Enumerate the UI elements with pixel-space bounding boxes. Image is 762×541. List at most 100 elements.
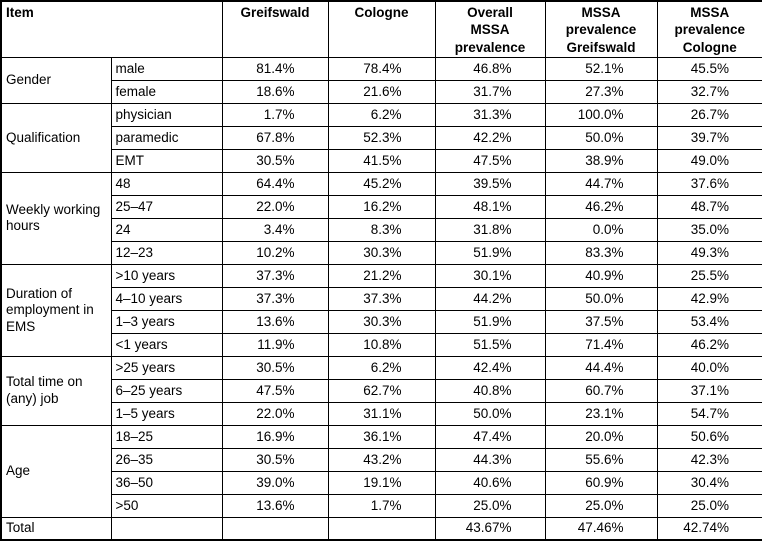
- value-cell: 46.8%: [434, 56, 546, 81]
- value-cell: 10.8%: [327, 332, 436, 357]
- value-cell: 47.4%: [434, 424, 546, 449]
- table-row: <1 years 11.9% 10.8% 51.5% 71.4% 46.2%: [1, 332, 762, 357]
- value-cell: 25.0%: [434, 493, 546, 518]
- value-cell: 1.7%: [327, 493, 436, 518]
- table-row: 26–35 30.5% 43.2% 44.3% 55.6% 42.3%: [1, 447, 762, 472]
- value-cell: 81.4%: [221, 56, 329, 81]
- table-row: 25–47 22.0% 16.2% 48.1% 46.2% 48.7%: [1, 194, 762, 219]
- table-row: 36–50 39.0% 19.1% 40.6% 60.9% 30.4%: [1, 470, 762, 495]
- value-cell: 42.4%: [434, 355, 546, 380]
- value-cell: 40.0%: [656, 355, 762, 380]
- value-cell: 50.0%: [434, 401, 546, 426]
- value-cell: 32.7%: [656, 79, 762, 104]
- value-cell: 11.9%: [221, 332, 329, 357]
- table-row: Qualification physician 1.7% 6.2% 31.3% 100.0…: [0, 102, 762, 173]
- total-row: Total 43.67% 47.46% 42.74%: [0, 516, 762, 541]
- value-cell: 37.3%: [327, 286, 436, 311]
- value-cell: 52.3%: [327, 125, 436, 150]
- table-row: 4–10 years 37.3% 37.3% 44.2% 50.0% 42.9%: [1, 286, 762, 311]
- value-cell: 60.9%: [544, 470, 658, 495]
- sub-label-cell: 18–25: [110, 424, 223, 449]
- sub-label-cell: paramedic: [110, 125, 223, 150]
- value-cell: [327, 516, 436, 541]
- value-cell: 44.3%: [434, 447, 546, 472]
- value-cell: 10.2%: [221, 240, 329, 265]
- sub-label-cell: 4–10 years: [110, 286, 223, 311]
- value-cell: 35.0%: [656, 217, 762, 242]
- value-cell: 31.1%: [327, 401, 436, 426]
- value-cell: 83.3%: [544, 240, 658, 265]
- header-cell-mssa-prevalence-cologne: MSSA prevalence Cologne: [656, 0, 762, 58]
- value-cell: 3.4%: [221, 217, 329, 242]
- group-label-cell: Gender: [0, 56, 112, 104]
- value-cell: 46.2%: [544, 194, 658, 219]
- value-cell: 48.7%: [656, 194, 762, 219]
- value-cell: 30.4%: [656, 470, 762, 495]
- value-cell: 51.9%: [434, 309, 546, 334]
- value-cell: 30.5%: [221, 355, 329, 380]
- sub-label-cell: 1–3 years: [110, 309, 223, 334]
- sub-label-cell: 1–5 years: [110, 401, 223, 426]
- value-cell: 13.6%: [221, 309, 329, 334]
- value-cell: 30.3%: [327, 309, 436, 334]
- value-cell: 26.7%: [656, 102, 762, 127]
- value-cell: 50.6%: [656, 424, 762, 449]
- sub-label-cell: male: [110, 56, 223, 81]
- header-cell-cologne: Cologne: [327, 0, 436, 58]
- sub-label-cell: 24: [110, 217, 223, 242]
- value-cell: 13.6%: [221, 493, 329, 518]
- value-cell: 44.2%: [434, 286, 546, 311]
- value-cell: 37.5%: [544, 309, 658, 334]
- header-cell-item: Item: [0, 0, 223, 58]
- value-cell: 50.0%: [544, 125, 658, 150]
- value-cell: 62.7%: [327, 378, 436, 403]
- value-cell: 51.9%: [434, 240, 546, 265]
- value-cell: 52.1%: [544, 56, 658, 81]
- value-cell: 60.7%: [544, 378, 658, 403]
- value-cell: 40.9%: [544, 263, 658, 288]
- value-cell: 54.7%: [656, 401, 762, 426]
- value-cell: 49.3%: [656, 240, 762, 265]
- value-cell: 25.0%: [544, 493, 658, 518]
- sub-label-cell: >10 years: [110, 263, 223, 288]
- value-cell: 48.1%: [434, 194, 546, 219]
- value-cell: 21.6%: [327, 79, 436, 104]
- table-row: 24 3.4% 8.3% 31.8% 0.0% 35.0%: [1, 217, 762, 242]
- sub-label-cell: female: [110, 79, 223, 104]
- value-cell: 22.0%: [221, 194, 329, 219]
- value-cell: 43.67%: [434, 516, 546, 541]
- table-row: Gender male 81.4% 78.4% 46.8% 52.1% 45.5%: [0, 56, 762, 104]
- value-cell: 37.3%: [221, 286, 329, 311]
- value-cell: 30.3%: [327, 240, 436, 265]
- table-row: 1–5 years 22.0% 31.1% 50.0% 23.1% 54.7%: [1, 401, 762, 426]
- group-label-cell: Total time on (any) job: [0, 355, 112, 426]
- value-cell: 44.7%: [544, 171, 658, 196]
- value-cell: 22.0%: [221, 401, 329, 426]
- value-cell: 37.6%: [656, 171, 762, 196]
- value-cell: 50.0%: [544, 286, 658, 311]
- value-cell: 25.5%: [656, 263, 762, 288]
- header-cell-mssa-prevalence-greifswald: MSSA prevalence Greifswald: [544, 0, 658, 58]
- sub-label-cell: 48: [110, 171, 223, 196]
- value-cell: 47.46%: [544, 516, 658, 541]
- sub-label-cell: >50: [110, 493, 223, 518]
- table-row: EMT 30.5% 41.5% 47.5% 38.9% 49.0%: [1, 148, 762, 173]
- value-cell: 42.9%: [656, 286, 762, 311]
- sub-label-cell: 26–35: [110, 447, 223, 472]
- value-cell: 30.5%: [221, 447, 329, 472]
- value-cell: 39.0%: [221, 470, 329, 495]
- group-label-cell: Duration of employment in EMS: [0, 263, 112, 357]
- value-cell: 27.3%: [544, 79, 658, 104]
- value-cell: 31.3%: [434, 102, 546, 127]
- table-row: >50 13.6% 1.7% 25.0% 25.0% 25.0%: [1, 493, 762, 518]
- header-cell-greifswald: Greifswald: [221, 0, 329, 58]
- group-label-cell: Weekly working hours: [0, 171, 112, 265]
- value-cell: 53.4%: [656, 309, 762, 334]
- value-cell: 36.1%: [327, 424, 436, 449]
- value-cell: 40.8%: [434, 378, 546, 403]
- value-cell: 39.5%: [434, 171, 546, 196]
- value-cell: 21.2%: [327, 263, 436, 288]
- value-cell: 47.5%: [434, 148, 546, 173]
- value-cell: 45.2%: [327, 171, 436, 196]
